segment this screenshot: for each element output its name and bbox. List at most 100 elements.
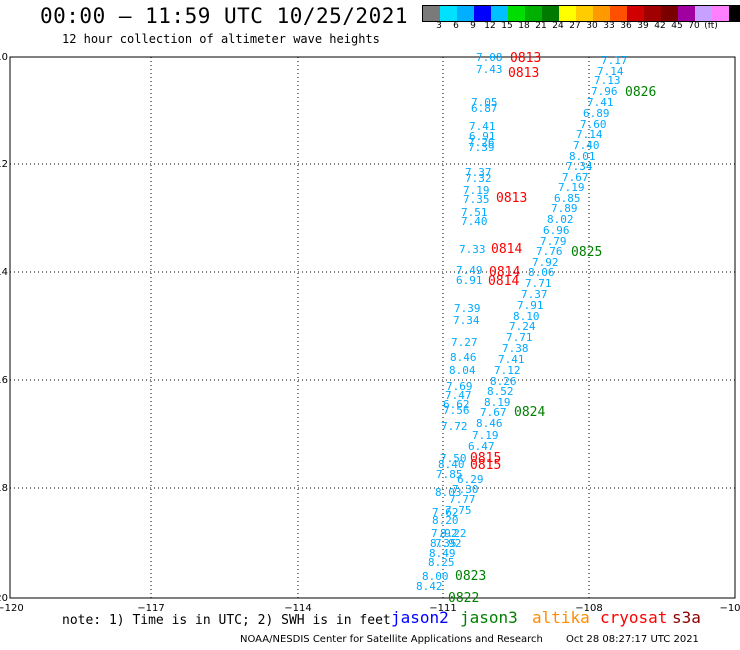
satellite-legend-jason2: jason2 <box>391 608 449 627</box>
wave-height-value: 7.12 <box>494 364 521 377</box>
color-swatch <box>661 6 678 21</box>
wave-height-value: 7.92 <box>435 537 462 550</box>
wave-height-value: 7.60 <box>580 118 607 131</box>
wave-height-value: 7.39 <box>454 302 481 315</box>
color-scale-label: 36 <box>620 21 632 31</box>
wave-height-value: 7.49 <box>456 264 483 277</box>
longitude-tick-label: −114 <box>284 603 311 614</box>
pass-time-label: 0813 <box>510 51 541 66</box>
color-scale-label: 45 <box>671 21 683 31</box>
wave-height-value: 7.67 <box>480 406 507 419</box>
wave-height-value: 7.51 <box>461 206 488 219</box>
wave-height-value: 6.89 <box>583 107 610 120</box>
color-swatch <box>440 6 457 21</box>
color-scale-label: 12 <box>484 21 496 31</box>
wave-height-value: 6.91 <box>469 130 496 143</box>
wave-height-value: 7.39 <box>468 141 495 154</box>
color-swatch <box>525 6 542 21</box>
wave-height-color-scale <box>422 5 740 22</box>
pass-time-label: 0813 <box>496 191 527 206</box>
wave-height-value: 6.62 <box>443 398 470 411</box>
wave-height-value: 7.34 <box>453 314 480 327</box>
color-scale-label: (ft) <box>704 21 718 31</box>
wave-height-value: 7.05 <box>471 96 498 109</box>
color-scale-label: 39 <box>637 21 649 31</box>
color-swatch <box>678 6 695 21</box>
wave-height-value: 8.25 <box>428 556 455 569</box>
wave-height-value: 7.96 <box>591 85 618 98</box>
wave-height-value: 8.19 <box>484 396 511 409</box>
wave-height-value: 7.30 <box>452 483 479 496</box>
wave-height-value: 7.92 <box>431 527 458 540</box>
wave-height-value: 6.29 <box>457 473 484 486</box>
wave-height-value: 7.34 <box>566 160 593 173</box>
wave-height-value: 7.85 <box>436 468 463 481</box>
color-swatch <box>559 6 576 21</box>
satellite-legend-s3a: s3a <box>672 608 701 627</box>
color-swatch <box>491 6 508 21</box>
color-scale-label: 33 <box>603 21 615 31</box>
wave-height-value: 7.62 <box>432 506 459 519</box>
satellite-legend-jason3: jason3 <box>460 608 518 627</box>
color-scale-label: 42 <box>654 21 666 31</box>
wave-height-value: 7.19 <box>472 429 499 442</box>
color-scale-label: 3 <box>436 21 442 31</box>
longitude-tick-label: −120 <box>0 603 24 614</box>
satellite-legend-cryosat: cryosat <box>600 608 668 627</box>
wave-height-value: 8.46 <box>450 351 477 364</box>
longitude-tick-label: −10 <box>719 603 740 614</box>
color-swatch <box>508 6 525 21</box>
wave-height-value: 7.14 <box>576 128 603 141</box>
wave-height-value: 7.40 <box>573 139 600 152</box>
wave-height-value: 6.91 <box>456 274 483 287</box>
wave-height-value: 7.71 <box>525 277 552 290</box>
wave-height-value: 7.91 <box>517 299 544 312</box>
wave-height-value: 7.32 <box>465 172 492 185</box>
pass-time-label: 0825 <box>571 245 602 260</box>
color-swatch <box>695 6 712 21</box>
color-swatch <box>423 6 440 21</box>
color-scale-label: 30 <box>586 21 598 31</box>
wave-height-value: 7.40 <box>461 215 488 228</box>
wave-height-value: 8.20 <box>432 514 459 527</box>
wave-height-value: 7.19 <box>463 184 490 197</box>
pass-time-label: 0814 <box>491 242 522 257</box>
wave-height-value: 8.46 <box>476 417 503 430</box>
wave-height-value: 7.77 <box>449 493 476 506</box>
wave-height-value: 8.03 <box>435 486 462 499</box>
wave-height-value: 8.02 <box>547 213 574 226</box>
color-scale-label: 18 <box>518 21 530 31</box>
wave-height-value: 7.38 <box>502 342 529 355</box>
color-swatch <box>474 6 491 21</box>
wave-height-value: 7.79 <box>540 235 567 248</box>
map-frame <box>9 56 736 599</box>
latitude-tick-label: −16 <box>0 375 8 386</box>
latitude-tick-label: −20 <box>0 593 8 604</box>
latitude-tick-label: −12 <box>0 159 8 170</box>
wave-height-value: 7.75 <box>445 504 472 517</box>
color-scale-label: 21 <box>535 21 547 31</box>
color-scale-label: 9 <box>470 21 476 31</box>
wave-height-value: 8.49 <box>429 547 456 560</box>
color-swatch <box>610 6 627 21</box>
wave-height-value: 7.89 <box>551 202 578 215</box>
wave-height-value: 8.10 <box>513 310 540 323</box>
wave-height-value: 7.27 <box>451 336 478 349</box>
pass-time-label: 0813 <box>508 66 539 81</box>
longitude-tick-label: −117 <box>137 603 164 614</box>
wave-height-value: 6.96 <box>543 224 570 237</box>
wave-height-value: 8.22 <box>440 527 467 540</box>
pass-time-label: 0826 <box>625 85 656 100</box>
pass-time-label: 0814 <box>489 265 520 280</box>
wave-height-value: 8.52 <box>487 385 514 398</box>
wave-height-value: 7.56 <box>443 404 470 417</box>
wave-height-value: 8.04 <box>449 364 476 377</box>
wave-height-value: 7.47 <box>445 389 472 402</box>
satellite-legend-altika: altika <box>532 608 590 627</box>
pass-time-label: 0824 <box>514 405 545 420</box>
wave-height-value: 7.26 <box>468 136 495 149</box>
credit-footer: NOAA/NESDIS Center for Satellite Applica… <box>240 634 543 645</box>
map-title: 00:00 – 11:59 UTC 10/25/2021 <box>40 4 409 28</box>
wave-height-value: 7.43 <box>476 63 503 76</box>
